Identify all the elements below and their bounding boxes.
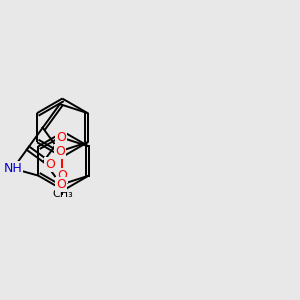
Text: CH₃: CH₃ — [52, 188, 73, 199]
Text: O: O — [56, 178, 66, 191]
Text: O: O — [57, 169, 67, 182]
Text: O: O — [56, 131, 66, 144]
Text: O: O — [55, 145, 65, 158]
Text: NH: NH — [4, 162, 22, 175]
Text: O: O — [45, 158, 55, 171]
